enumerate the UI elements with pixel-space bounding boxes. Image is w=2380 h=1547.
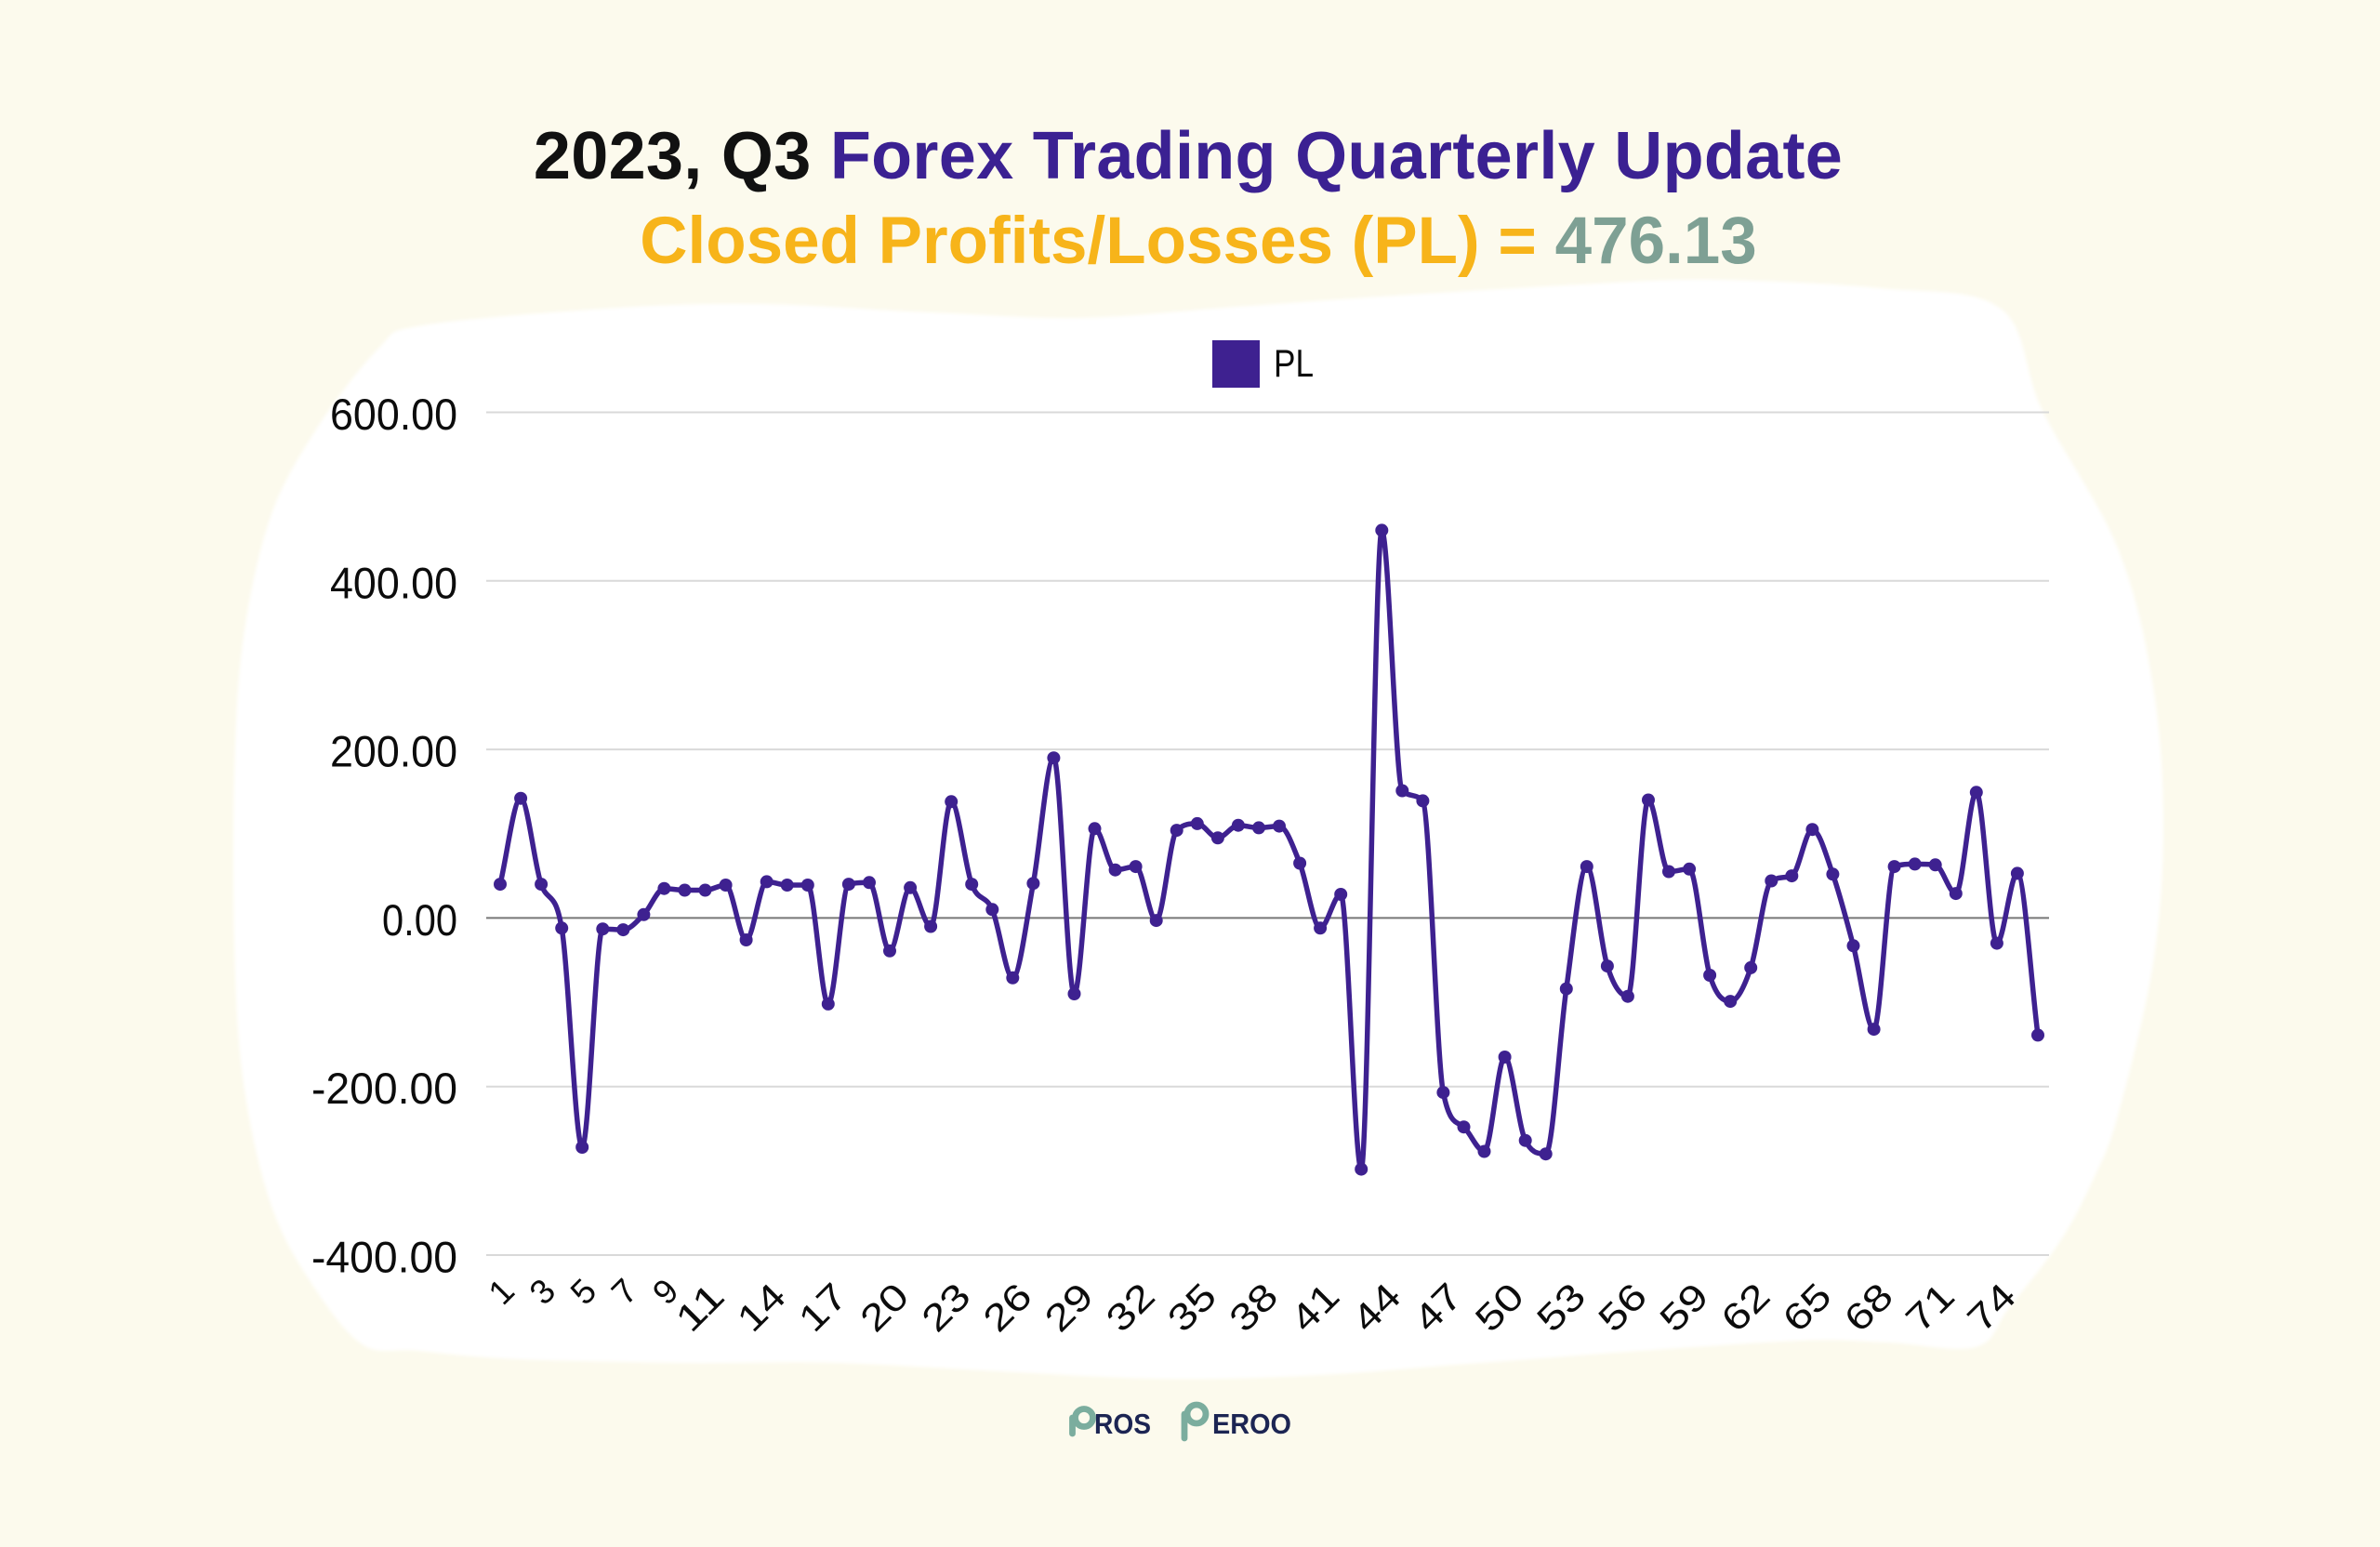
svg-text:0.00: 0.00 xyxy=(382,895,457,945)
svg-text:-200.00: -200.00 xyxy=(311,1064,457,1113)
svg-text:400.00: 400.00 xyxy=(330,558,457,607)
svg-text:EROO: EROO xyxy=(1212,1408,1291,1440)
svg-text:PL: PL xyxy=(1274,341,1314,385)
svg-text:600.00: 600.00 xyxy=(330,390,457,439)
svg-text:Closed Profits/Losses (PL) = 4: Closed Profits/Losses (PL) = 476.13 xyxy=(640,205,1757,278)
svg-text:2023, Q3 Forex Trading Quarter: 2023, Q3 Forex Trading Quarterly Update xyxy=(534,119,1843,193)
svg-text:ROS: ROS xyxy=(1094,1408,1151,1440)
svg-text:-400.00: -400.00 xyxy=(311,1233,457,1282)
svg-text:200.00: 200.00 xyxy=(330,727,457,776)
